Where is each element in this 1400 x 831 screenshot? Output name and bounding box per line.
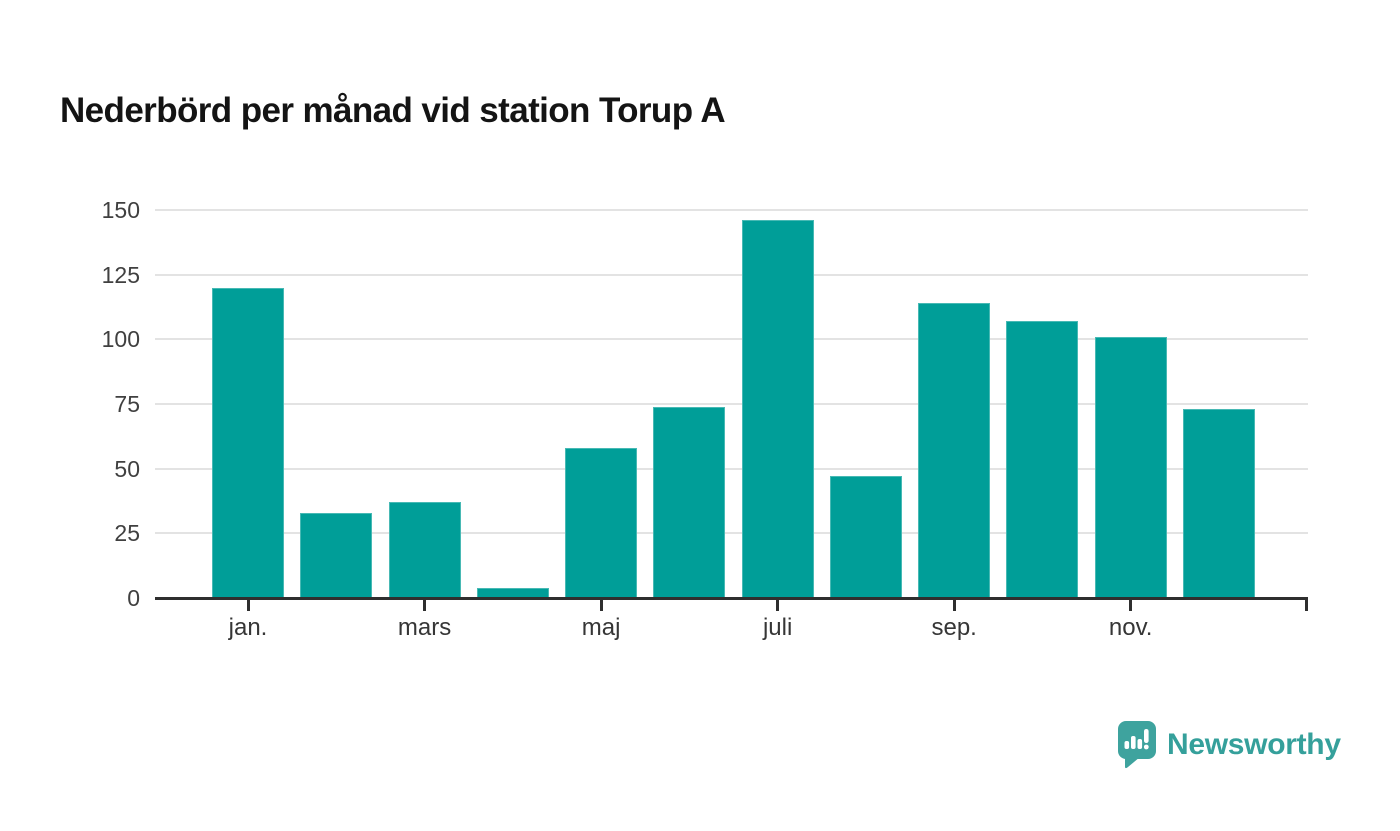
x-axis-tick <box>952 598 956 611</box>
bar-month-1 <box>212 287 284 598</box>
x-axis-tick <box>599 598 603 611</box>
chart-title: Nederbörd per månad vid station Torup A <box>60 91 726 131</box>
gridline-25 <box>155 532 1308 535</box>
y-axis-tick-label: 125 <box>101 261 140 288</box>
bar-month-5 <box>565 447 638 598</box>
x-axis-tick <box>1129 598 1133 611</box>
y-axis-tick-label: 50 <box>114 455 140 482</box>
gridline-125 <box>155 273 1308 276</box>
x-axis-tick-label: nov. <box>1108 614 1153 641</box>
x-axis-line <box>155 596 1308 600</box>
newsworthy-logo-icon <box>1118 721 1156 769</box>
x-axis-tick <box>776 598 780 611</box>
bar-month-7 <box>741 220 814 598</box>
y-axis-tick-label: 25 <box>114 520 140 547</box>
x-axis-tick-label: jan. <box>228 614 268 641</box>
x-axis-tick-label: juli <box>762 614 793 641</box>
bar-month-3 <box>388 502 461 598</box>
y-axis-tick-label: 75 <box>114 391 140 417</box>
x-axis-tick-label: mars <box>397 614 452 641</box>
bar-month-9 <box>918 303 991 598</box>
logo-bubble <box>1118 721 1156 769</box>
newsworthy-logo-text: Newsworthy <box>1167 728 1341 761</box>
bar-month-11 <box>1094 336 1167 598</box>
y-axis-tick-label: 150 <box>101 197 140 223</box>
bar-month-12 <box>1182 409 1255 598</box>
x-axis-tick-label: maj <box>581 614 621 641</box>
gridline-100 <box>155 338 1308 341</box>
gridline-150 <box>155 209 1308 211</box>
bar-month-8 <box>829 476 902 598</box>
y-axis-tick-label: 100 <box>101 326 140 353</box>
logo-bars <box>1124 729 1149 750</box>
newsworthy-brand: Newsworthy <box>1117 720 1341 770</box>
bar-month-6 <box>653 406 726 598</box>
bar-month-2 <box>300 512 373 598</box>
bar-month-4 <box>476 587 549 598</box>
x-axis-end-tick <box>1305 598 1308 611</box>
x-axis-tick <box>423 598 427 611</box>
bar-month-10 <box>1006 321 1079 598</box>
x-axis-tick <box>246 598 250 611</box>
gridline-75 <box>155 403 1308 405</box>
x-axis-tick-label: sep. <box>931 614 977 641</box>
y-axis-tick-label: 0 <box>127 585 140 611</box>
gridline-50 <box>155 467 1308 470</box>
